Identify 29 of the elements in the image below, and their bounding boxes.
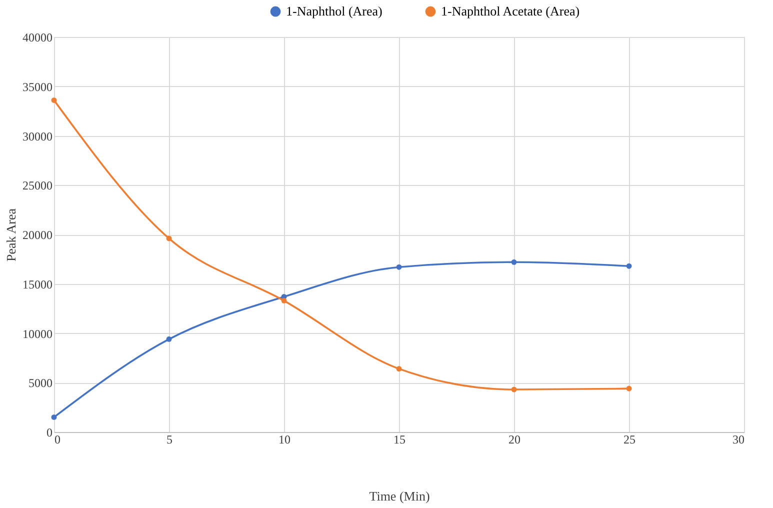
point (511, 386, 517, 392)
y-tick-label: 30000 (22, 129, 52, 144)
x-tick-label: 30 (732, 432, 744, 446)
y-tick-label: 10000 (22, 326, 52, 341)
x-tick-label: 5 (166, 432, 172, 446)
x-axis-title: Time (Min) (369, 488, 430, 504)
legend-label: 1-Naphthol Acetate (Area) (441, 4, 580, 19)
point (626, 263, 632, 269)
x-tick-label: 20 (508, 432, 520, 446)
point (396, 366, 402, 372)
y-tick-label: 20000 (22, 228, 52, 242)
point (51, 97, 57, 103)
point (166, 336, 172, 342)
point (281, 298, 287, 304)
y-tick-label: 5000 (28, 376, 52, 390)
point (511, 259, 517, 265)
y-tick-label: 25000 (22, 178, 52, 193)
y-axis-title: Peak Area (4, 208, 18, 262)
x-tick-label: 15 (394, 432, 406, 446)
point (51, 414, 57, 420)
y-tick-label: 40000 (22, 30, 52, 44)
point (396, 264, 402, 270)
y-tick-label: 35000 (22, 80, 52, 94)
x-tick-label: 10 (278, 432, 290, 446)
y-tick-label: 15000 (22, 277, 52, 292)
x-tick-label: 25 (624, 432, 636, 446)
legend-label: 1-Naphthol (Area) (286, 4, 382, 19)
point (166, 236, 172, 242)
point (626, 386, 632, 392)
